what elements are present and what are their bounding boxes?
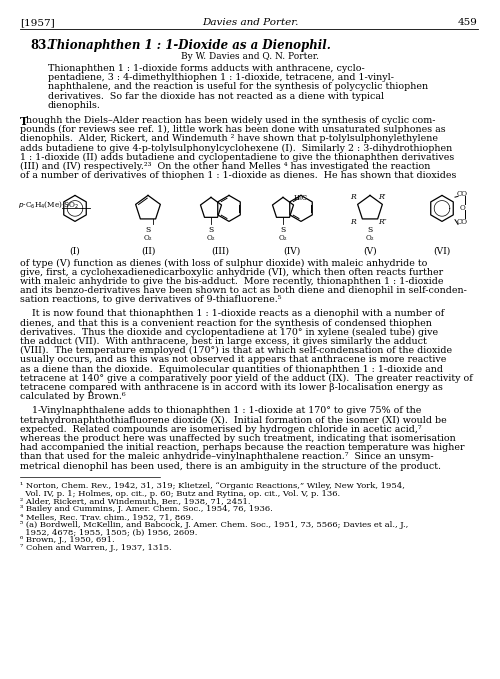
Text: Thionaphthen 1 : 1-Dioxide as a Dienophil.: Thionaphthen 1 : 1-Dioxide as a Dienophi… [48, 39, 331, 52]
Text: O₂: O₂ [279, 234, 287, 242]
Text: R″: R″ [378, 219, 386, 226]
Text: metrical dienophil has been used, there is an ambiguity in the structure of the : metrical dienophil has been used, there … [20, 462, 441, 471]
Text: It is now found that thionaphthen 1 : 1-dioxide reacts as a dienophil with a num: It is now found that thionaphthen 1 : 1-… [20, 310, 444, 318]
Text: Davies and Porter.: Davies and Porter. [202, 18, 298, 27]
Text: houghh the Diels–Alder reaction has been widely used in the synthesis of cyclic : houghh the Diels–Alder reaction has been… [26, 116, 436, 125]
Text: give, first, a cyclohexadienedicarboxylic anhydride (VI), which then often react: give, first, a cyclohexadienedicarboxyli… [20, 268, 443, 277]
Text: S: S [280, 226, 285, 234]
Text: 1952, 4678; 1955, 1505; (b) 1956, 2609.: 1952, 4678; 1955, 1505; (b) 1956, 2609. [20, 528, 198, 536]
Text: S: S [208, 226, 214, 234]
Text: expected.  Related compounds are isomerised by hydrogen chloride in acetic acid,: expected. Related compounds are isomeris… [20, 425, 421, 434]
Text: T: T [20, 116, 28, 127]
Text: usually occurs, and as this was not observed it appears that anthracene is more : usually occurs, and as this was not obse… [20, 355, 446, 365]
Text: R: R [350, 194, 356, 202]
Text: O₂: O₂ [207, 234, 215, 242]
Text: tetrahydronaphthothiafluorene dioxide (X).  Initial formation of the isomer (XI): tetrahydronaphthothiafluorene dioxide (X… [20, 416, 447, 425]
Text: had accompanied the initial reaction, perhaps because the reaction temperature w: had accompanied the initial reaction, pe… [20, 443, 464, 452]
Text: with maleic anhydride to give the bis-adduct.  More recently, thionaphthen 1 : 1: with maleic anhydride to give the bis-ad… [20, 277, 444, 286]
Text: sation reactions, to give derivatives of 9-thiafluorene.⁵: sation reactions, to give derivatives of… [20, 295, 281, 304]
Text: (III) and (IV) respectively.²³  On the other hand Melles ⁴ has investigated the : (III) and (IV) respectively.²³ On the ot… [20, 162, 430, 171]
Text: derivatives.  Thus the dioxide and cyclopentadiene at 170° in xylene (sealed tub: derivatives. Thus the dioxide and cyclop… [20, 328, 438, 337]
Text: (VI): (VI) [434, 246, 450, 255]
Text: pentadiene, 3 : 4-dimethylthiophen 1 : 1-dioxide, tetracene, and 1-vinyl-: pentadiene, 3 : 4-dimethylthiophen 1 : 1… [48, 73, 394, 82]
Text: pounds (for reviews see ref. 1), little work has been done with unsaturated sulp: pounds (for reviews see ref. 1), little … [20, 125, 446, 134]
Text: ⁴ Melles, Rec. Trav. chim., 1952, 71, 869.: ⁴ Melles, Rec. Trav. chim., 1952, 71, 86… [20, 513, 194, 521]
Text: 1-Vinylnaphthalene adds to thionaphthen 1 : 1-dioxide at 170° to give 75% of the: 1-Vinylnaphthalene adds to thionaphthen … [20, 407, 421, 416]
Text: tetracene compared with anthracene is in accord with its lower β-localisation en: tetracene compared with anthracene is in… [20, 383, 443, 392]
Text: ³ Bailey and Cummins, J. Amer. Chem. Soc., 1954, 76, 1936.: ³ Bailey and Cummins, J. Amer. Chem. Soc… [20, 505, 273, 513]
Text: and its benzo-derivatives have been shown to act as both diene and dienophil in : and its benzo-derivatives have been show… [20, 286, 467, 295]
Text: CO: CO [457, 219, 468, 226]
Text: Thionaphthen 1 : 1-dioxide forms adducts with anthracene, cyclo-: Thionaphthen 1 : 1-dioxide forms adducts… [48, 64, 365, 73]
Text: 459: 459 [458, 18, 478, 27]
Text: O: O [460, 204, 466, 213]
Text: as a diene than the dioxide.  Equimolecular quantities of thionaphthen 1 : 1-dio: as a diene than the dioxide. Equimolecul… [20, 365, 443, 373]
Text: (II): (II) [141, 246, 155, 255]
Text: (VIII).  The temperature employed (170°) is that at which self-condensation of t: (VIII). The temperature employed (170°) … [20, 346, 452, 355]
Text: O₂: O₂ [366, 234, 374, 242]
Text: dienophils.: dienophils. [48, 100, 101, 110]
Text: ⁵ (a) Bordwell, McKellin, and Babcock, J. Amer. Chem. Soc., 1951, 73, 5566; Davi: ⁵ (a) Bordwell, McKellin, and Babcock, J… [20, 521, 408, 529]
Text: By W. Davies and Q. N. Porter.: By W. Davies and Q. N. Porter. [181, 52, 319, 61]
Text: ⁷ Cohen and Warren, J., 1937, 1315.: ⁷ Cohen and Warren, J., 1937, 1315. [20, 544, 172, 552]
Text: S: S [146, 226, 150, 234]
Text: (I): (I) [70, 246, 80, 255]
Text: Vol. IV, p. 1; Holmes, op. cit., p. 60; Butz and Rytina, op. cit., Vol. V, p. 13: Vol. IV, p. 1; Holmes, op. cit., p. 60; … [20, 490, 340, 498]
Text: $p$-C$_6$H$_4$(Me)$\cdot$SO$_2$: $p$-C$_6$H$_4$(Me)$\cdot$SO$_2$ [18, 199, 79, 210]
Text: R: R [350, 219, 356, 226]
Text: ² Alder, Rickert, and Windemuth, Ber., 1938, 71, 2451.: ² Alder, Rickert, and Windemuth, Ber., 1… [20, 498, 250, 505]
Text: than that used for the maleic anhydride–vinylnaphthalene reaction.⁷  Since an un: than that used for the maleic anhydride–… [20, 452, 434, 462]
Text: ¹ Norton, Chem. Rev., 1942, 31, 319; Klietzel, “Organic Reactions,” Wiley, New Y: ¹ Norton, Chem. Rev., 1942, 31, 319; Kli… [20, 482, 405, 490]
Text: (V): (V) [363, 246, 377, 255]
Text: of type (V) function as dienes (with loss of sulphur dioxide) with maleic anhydr: of type (V) function as dienes (with los… [20, 259, 428, 268]
Text: calculated by Brown.⁶: calculated by Brown.⁶ [20, 392, 126, 401]
Text: whereas the product here was unaffected by such treatment, indicating that isome: whereas the product here was unaffected … [20, 434, 456, 443]
Text: S: S [368, 226, 372, 234]
Text: 83.: 83. [30, 39, 50, 52]
Text: ⁶ Brown, J., 1950, 691.: ⁶ Brown, J., 1950, 691. [20, 536, 114, 545]
Text: 1 : 1-dioxide (II) adds butadiene and cyclopentadiene to give the thionaphthen d: 1 : 1-dioxide (II) adds butadiene and cy… [20, 153, 454, 162]
Text: of a number of derivatives of thiophen 1 : 1-dioxide as dienes.  He has shown th: of a number of derivatives of thiophen 1… [20, 171, 456, 180]
Text: dienes, and that this is a convenient reaction for the synthesis of condensed th: dienes, and that this is a convenient re… [20, 318, 432, 327]
Text: naphthalene, and the reaction is useful for the synthesis of polycyclic thiophen: naphthalene, and the reaction is useful … [48, 82, 428, 92]
Text: [1957]: [1957] [20, 18, 55, 27]
Text: adds butadiene to give 4-p-tolylsulphonylcyclohexene (I).  Similarly 2 : 3-dihyd: adds butadiene to give 4-p-tolylsulphony… [20, 143, 452, 153]
Text: dienophils.  Alder, Rickert, and Windemuth ² have shown that p-tolylsulphonyleth: dienophils. Alder, Rickert, and Windemut… [20, 134, 438, 143]
Text: the adduct (VII).  With anthracene, best in large excess, it gives similarly the: the adduct (VII). With anthracene, best … [20, 337, 427, 346]
Text: (III): (III) [211, 246, 229, 255]
Text: (IV): (IV) [284, 246, 300, 255]
Text: H₃C: H₃C [294, 194, 308, 202]
Text: R′: R′ [378, 194, 386, 202]
Text: O₂: O₂ [144, 234, 152, 242]
Text: CO: CO [457, 190, 468, 198]
Text: tetracene at 140° give a comparatively poor yield of the adduct (IX).  The great: tetracene at 140° give a comparatively p… [20, 374, 473, 383]
Text: derivatives.  So far the dioxide has not reacted as a diene with typical: derivatives. So far the dioxide has not … [48, 92, 384, 100]
